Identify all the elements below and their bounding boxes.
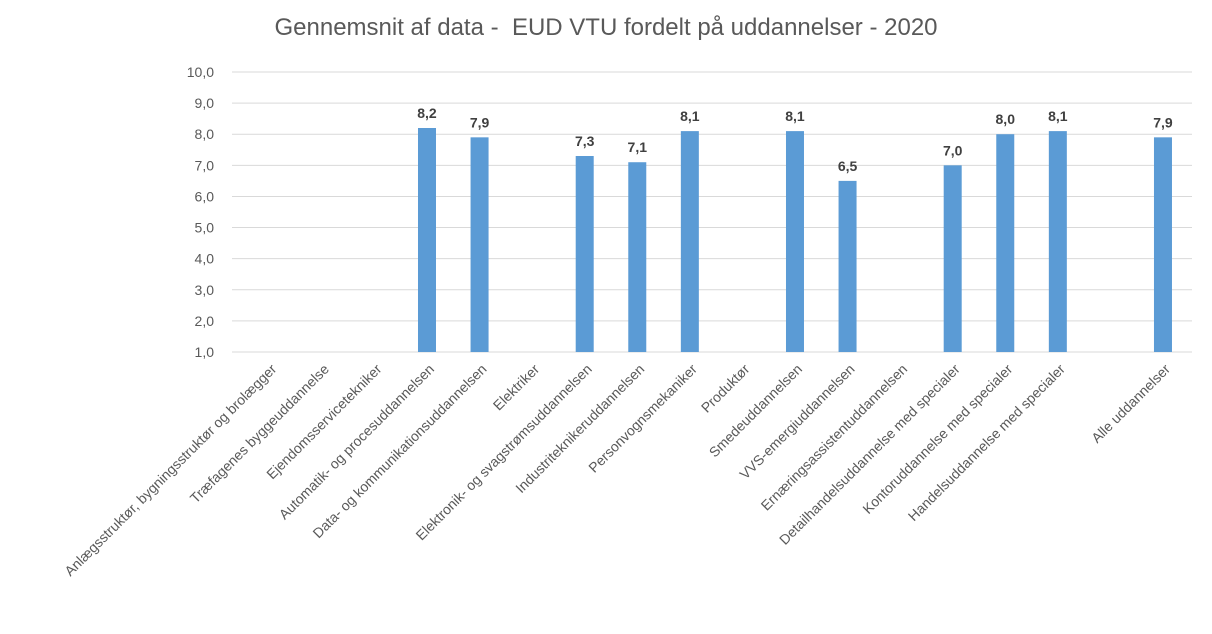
x-category-label: Produktør — [698, 361, 753, 416]
x-category-label: Detailhandelsuddannelse med specialer — [776, 361, 963, 548]
y-tick-label: 1,0 — [195, 344, 215, 360]
bar — [1048, 131, 1067, 352]
data-label: 7,9 — [1153, 114, 1173, 130]
bar — [575, 156, 594, 352]
bar — [470, 137, 489, 352]
data-label: 8,1 — [785, 108, 805, 124]
x-category-label: Personvognsmekaniker — [585, 361, 700, 476]
data-label: 8,0 — [996, 111, 1016, 127]
bar — [628, 162, 647, 352]
chart-title: Gennemsnit af data - EUD VTU fordelt på … — [274, 14, 938, 41]
data-label: 8,1 — [1048, 108, 1068, 124]
data-label: 7,9 — [470, 114, 490, 130]
bar — [417, 128, 436, 352]
bar — [1153, 137, 1172, 352]
data-label: 8,2 — [417, 105, 437, 121]
data-label: 7,1 — [628, 139, 648, 155]
bar — [996, 134, 1015, 352]
bar — [943, 165, 962, 352]
y-tick-label: 2,0 — [195, 313, 215, 329]
data-label: 7,3 — [575, 133, 595, 149]
y-tick-label: 4,0 — [195, 251, 215, 267]
y-tick-label: 5,0 — [195, 220, 215, 236]
bar — [680, 131, 699, 352]
y-tick-label: 7,0 — [195, 157, 215, 173]
bar — [838, 180, 857, 352]
data-label: 6,5 — [838, 158, 858, 174]
y-tick-label: 10,0 — [187, 64, 214, 80]
y-tick-label: 6,0 — [195, 188, 215, 204]
x-category-label: Elektriker — [490, 361, 543, 414]
y-tick-label: 3,0 — [195, 282, 215, 298]
data-label: 8,1 — [680, 108, 700, 124]
x-category-label: Smedeuddannelsen — [706, 361, 805, 460]
bar — [785, 131, 804, 352]
y-tick-label: 9,0 — [195, 95, 215, 111]
x-category-label: Alle uddannelser — [1088, 361, 1173, 446]
y-tick-label: 8,0 — [195, 126, 215, 142]
x-category-label: Anlægsstruktør, bygningsstruktør og brol… — [61, 361, 279, 579]
data-label: 7,0 — [943, 142, 963, 158]
